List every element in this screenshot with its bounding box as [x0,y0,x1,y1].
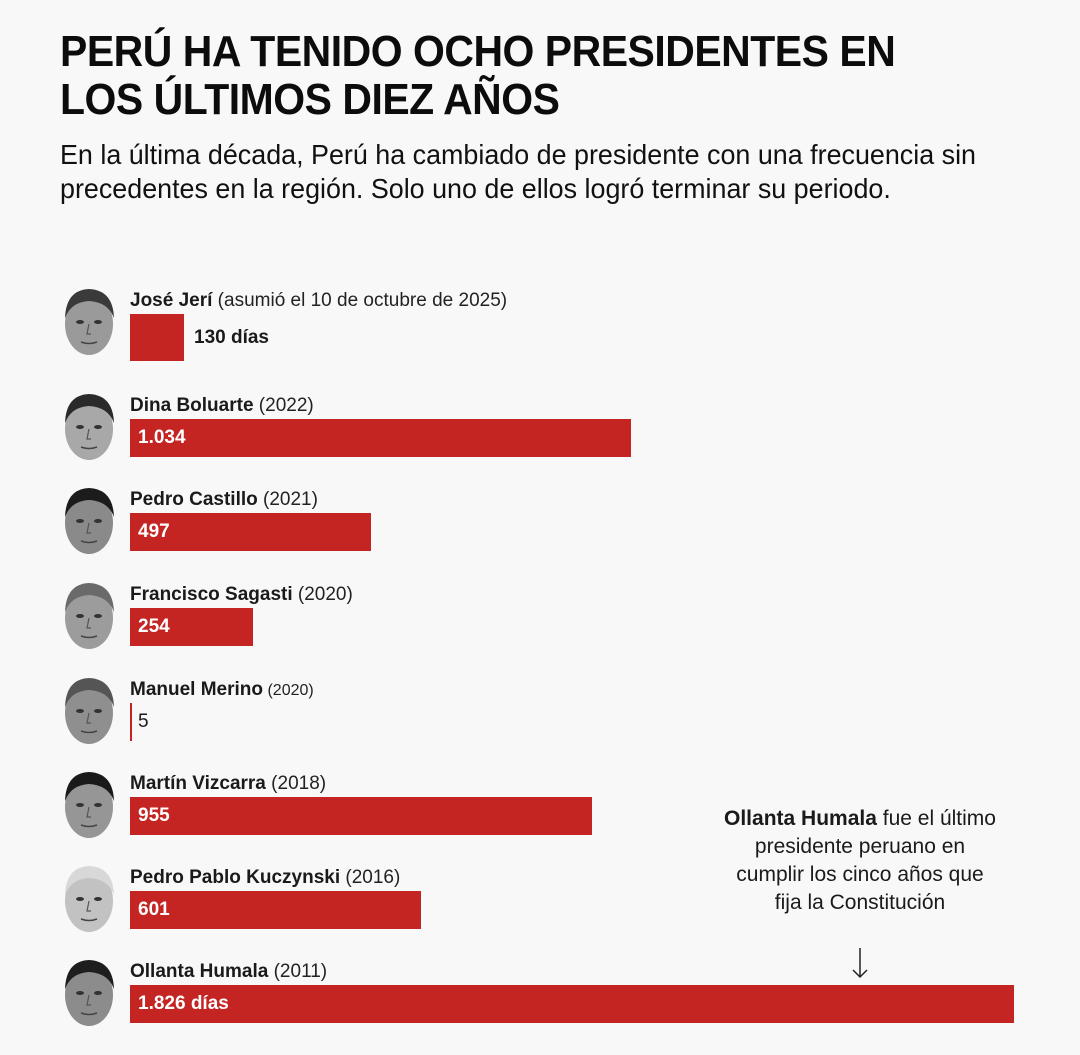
term-start-detail: (2018) [265,773,327,794]
chart-row: Pedro Castillo (2021) 497 [0,488,1080,583]
face-pedro-castillo-icon [65,488,114,554]
bar-value-label: 955 [138,805,170,826]
chart-row: Dina Boluarte (2022) 1.034 [0,394,1080,489]
term-start-detail: (2011) [268,961,328,982]
bar-days-in-office [130,985,1014,1023]
humala-annotation: Ollanta Humala fue el último presidente … [720,805,1000,917]
face-manuel-merino-icon [65,678,114,744]
bar-value-label: 497 [138,521,170,542]
face-pedro-pablo-kuczynski-icon [65,866,114,932]
term-start-detail: (2021) [257,489,318,510]
chart-row: Ollanta Humala (2011) 1.826 días [0,960,1080,1055]
bar-days-in-office [130,608,253,646]
term-start-detail: (asumió el 10 de octubre de 2025) [212,290,508,311]
chart-row: Martín Vizcarra (2018) 955 [0,772,1080,867]
face-ollanta-humala-icon [65,960,114,1026]
bar-value-label: 1.034 [138,427,186,448]
president-name: Ollanta Humala (2011) [130,961,327,983]
face-francisco-sagasti-icon [65,583,114,649]
bar-days-in-office [130,419,631,457]
president-name: Francisco Sagasti (2020) [130,584,353,606]
bar-days-in-office [130,891,421,929]
bar-days-in-office [130,314,184,361]
bar-value-label: 5 [138,711,149,732]
president-name-text: Manuel Merino [130,679,264,700]
president-name-text: Martín Vizcarra [130,773,266,794]
president-name-text: Ollanta Humala [130,961,269,982]
president-name-text: Francisco Sagasti [130,584,293,605]
term-start-detail: (2016) [340,867,401,888]
arrow-down-icon [852,948,868,979]
president-name-text: Dina Boluarte [130,395,254,416]
face-dina-boluarte-icon [65,394,114,460]
president-name-text: Pedro Castillo [130,489,258,510]
chart-row: Pedro Pablo Kuczynski (2016) 601 [0,866,1080,961]
president-name: José Jerí (asumió el 10 de octubre de 20… [130,290,507,312]
term-start-detail: (2020) [263,682,314,699]
annotation-text: fue el último presidente peruano en cump… [736,807,996,914]
president-name: Pedro Castillo (2021) [130,489,318,511]
face-jose-jeri-icon [65,289,114,355]
bar-days-in-office [130,797,592,835]
term-start-detail: (2020) [292,584,353,605]
term-start-detail: (2022) [253,395,314,416]
page-subtitle: En la última década, Perú ha cambiado de… [60,139,977,204]
bar-value-label: 1.826 días [138,993,229,1014]
chart-row: Manuel Merino (2020) 5 [0,678,1080,773]
president-name-text: José Jerí [130,290,213,311]
chart-row: José Jerí (asumió el 10 de octubre de 20… [0,289,1080,384]
page-title: PERÚ HA TENIDO OCHO PRESIDENTES EN LOS Ú… [60,27,896,124]
president-name-text: Pedro Pablo Kuczynski [130,867,341,888]
bar-value-label: 130 días [194,326,269,348]
bar-days-in-office [130,703,132,741]
annotation-bold: Ollanta Humala [724,807,877,830]
president-name: Martín Vizcarra (2018) [130,773,326,795]
president-name: Dina Boluarte (2022) [130,395,314,417]
face-martin-vizcarra-icon [65,772,114,838]
president-name: Pedro Pablo Kuczynski (2016) [130,867,400,889]
president-name: Manuel Merino (2020) [130,679,314,702]
bar-days-in-office [130,513,371,551]
bar-value-label: 254 [138,616,170,637]
bar-value-label: 601 [138,899,170,920]
chart-row: Francisco Sagasti (2020) 254 [0,583,1080,678]
